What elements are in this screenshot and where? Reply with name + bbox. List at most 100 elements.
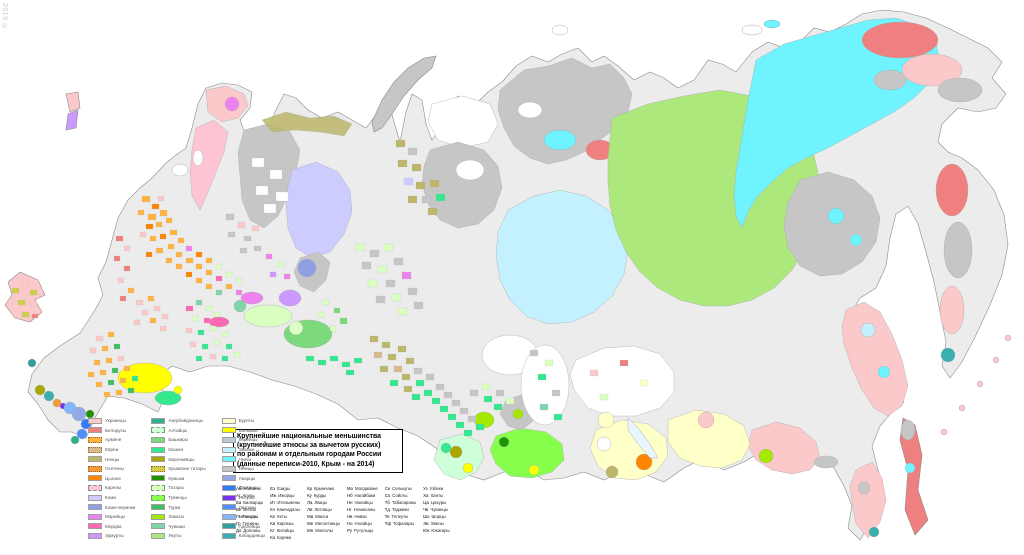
abbrev-item: Тд Таджики xyxy=(384,506,409,512)
legend-label: Удмурты xyxy=(105,533,124,539)
abbrev-item: Аб Абазины xyxy=(236,486,261,491)
abbrev-item: Кч Камчадалы xyxy=(270,506,300,512)
legend-label: Чеченцы xyxy=(238,514,258,520)
legend-label: Буряты xyxy=(238,418,255,424)
legend-swatch xyxy=(221,504,236,511)
abbrev-code: Аб xyxy=(236,486,242,491)
abbrev-code: Чв xyxy=(423,506,429,512)
abbrev-code: Ли xyxy=(307,506,313,512)
island-new-siberian-2 xyxy=(763,19,781,29)
legend-row: Немцы xyxy=(221,464,265,474)
abbrev-item: Ко Коряки xyxy=(270,534,291,540)
region-kabardino xyxy=(43,390,55,402)
legend-swatch xyxy=(221,446,236,453)
abbrev-item: Шо Шорцы xyxy=(423,513,446,519)
abbrev-code: Нн xyxy=(346,499,353,505)
legend: Украинцы Белорусы Армяне Евреи Ненцы Осетины Ц… xyxy=(88,416,265,541)
region-chuvashia xyxy=(233,299,247,313)
legend-label: Ингуши xyxy=(238,495,255,501)
abbrev-code: Нг xyxy=(346,506,352,512)
legend-row: Казахи xyxy=(151,445,205,455)
abbrev-code: Мн xyxy=(307,527,314,533)
legend-label: Азербайджанцы xyxy=(168,418,203,424)
abbrev-item: Гр Грузины xyxy=(236,520,259,526)
map-title-line: (крупнейшие этносы за вычетом русских) xyxy=(237,442,381,450)
legend-label: Лезгины xyxy=(238,504,257,510)
region-taimyr-white xyxy=(517,101,543,119)
legend-swatch xyxy=(88,417,102,424)
region-altai-green xyxy=(440,442,452,454)
region-buryatia-white xyxy=(596,436,612,452)
region-buryatia-orange xyxy=(635,453,653,471)
abbrev-item: Нн Нанайцы xyxy=(346,499,373,505)
legend-label: Осетины xyxy=(105,466,124,472)
abbrev-item: Нб Нагайбаки xyxy=(346,492,376,498)
legend-row: Алтайцы xyxy=(151,426,205,436)
abbrev-item: Ке Кеты xyxy=(270,513,287,519)
region-sakhalin xyxy=(899,417,929,536)
region-karachay xyxy=(34,384,46,396)
legend-swatch xyxy=(221,475,236,482)
legend-row: Аварцы xyxy=(221,474,265,484)
lake-baikal xyxy=(627,417,659,459)
legend-swatch xyxy=(88,456,102,463)
district-speckles xyxy=(11,139,649,437)
island-kuril-5 xyxy=(1004,334,1012,342)
region-tuva-dark xyxy=(498,436,510,448)
legend-label: Украинцы xyxy=(105,418,126,424)
abbrev-code: Тф xyxy=(384,520,391,526)
legend-label: Марийцы xyxy=(105,514,126,520)
abbrev-item: Иж Ижорцы xyxy=(270,492,295,498)
legend-label: Калмыки xyxy=(238,427,258,433)
island-new-siberian-1 xyxy=(741,24,763,36)
abbrev-code: Ба xyxy=(236,499,242,505)
legend-row: Ингуши xyxy=(221,493,265,503)
legend-label: Адыгейцы xyxy=(238,523,261,529)
legend-label: Армяне xyxy=(105,437,122,443)
abbrev-item: Кр Крымчаки xyxy=(307,486,334,491)
abbrev-code: Тб xyxy=(384,499,390,505)
legend-row: Адыгейцы xyxy=(221,522,265,532)
abbrev-item: Тб Табасараны xyxy=(384,499,417,505)
region-crimea xyxy=(4,271,46,323)
legend-swatch xyxy=(88,532,102,539)
region-tuva-yellow xyxy=(528,464,540,476)
legend-row: Украинцы xyxy=(88,416,135,426)
abbrev-code: Шо xyxy=(423,513,430,519)
abbrev-code: Кч xyxy=(270,506,275,512)
legend-swatch xyxy=(151,504,166,511)
legend-row: Удмурты xyxy=(88,531,135,541)
island-kuril-2 xyxy=(958,404,966,412)
region-taimyr-coast xyxy=(543,129,577,151)
legend-label: Белорусы xyxy=(105,427,127,433)
legend-row: Буряты xyxy=(221,416,265,426)
legend-row: Даргинцы xyxy=(221,483,265,493)
legend-row: Турки xyxy=(151,502,205,512)
abbrev-code: Ла xyxy=(307,499,313,505)
legend-label: Даргинцы xyxy=(238,485,260,491)
region-sakhalin-cyan xyxy=(904,462,916,474)
legend-swatch xyxy=(88,523,102,530)
abbrev-code: Ки xyxy=(270,520,276,526)
legend-swatch xyxy=(151,494,166,501)
legend-column: Буряты Калмыки Корейцы Эвенки Чукчи Немцы Авар… xyxy=(221,416,265,541)
legend-row: Корейцы xyxy=(221,435,265,445)
legend-swatch xyxy=(221,532,236,539)
legend-label: Корейцы xyxy=(238,437,258,443)
lake-ladoga xyxy=(171,163,189,177)
abbrev-code: Иж xyxy=(270,492,277,498)
abbrev-item: Ру Рутульцы xyxy=(346,527,374,533)
region-evenkia xyxy=(495,189,629,325)
legend-row: Белорусы xyxy=(88,426,135,436)
legend-label: Карачаевцы xyxy=(168,456,195,462)
region-kamchatka-n xyxy=(935,163,969,217)
region-chukotka-w xyxy=(873,69,907,91)
abbrev-item: Ба Балкарцы xyxy=(236,499,264,505)
region-magadan xyxy=(783,171,881,277)
legend-row: Лезгины xyxy=(221,502,265,512)
region-magadan-evens-1 xyxy=(827,207,845,225)
legend-label: Ненцы xyxy=(105,456,120,462)
region-lezgin xyxy=(76,428,88,440)
abbrev-item: Ли Литовцы xyxy=(307,506,332,512)
